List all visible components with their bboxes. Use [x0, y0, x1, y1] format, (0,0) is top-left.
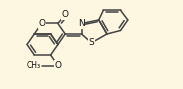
Text: CH₃: CH₃	[27, 61, 41, 70]
Text: N: N	[78, 19, 85, 28]
Text: O: O	[38, 19, 45, 28]
Text: S: S	[89, 38, 94, 47]
Text: O: O	[54, 61, 61, 70]
Text: O: O	[62, 10, 69, 19]
